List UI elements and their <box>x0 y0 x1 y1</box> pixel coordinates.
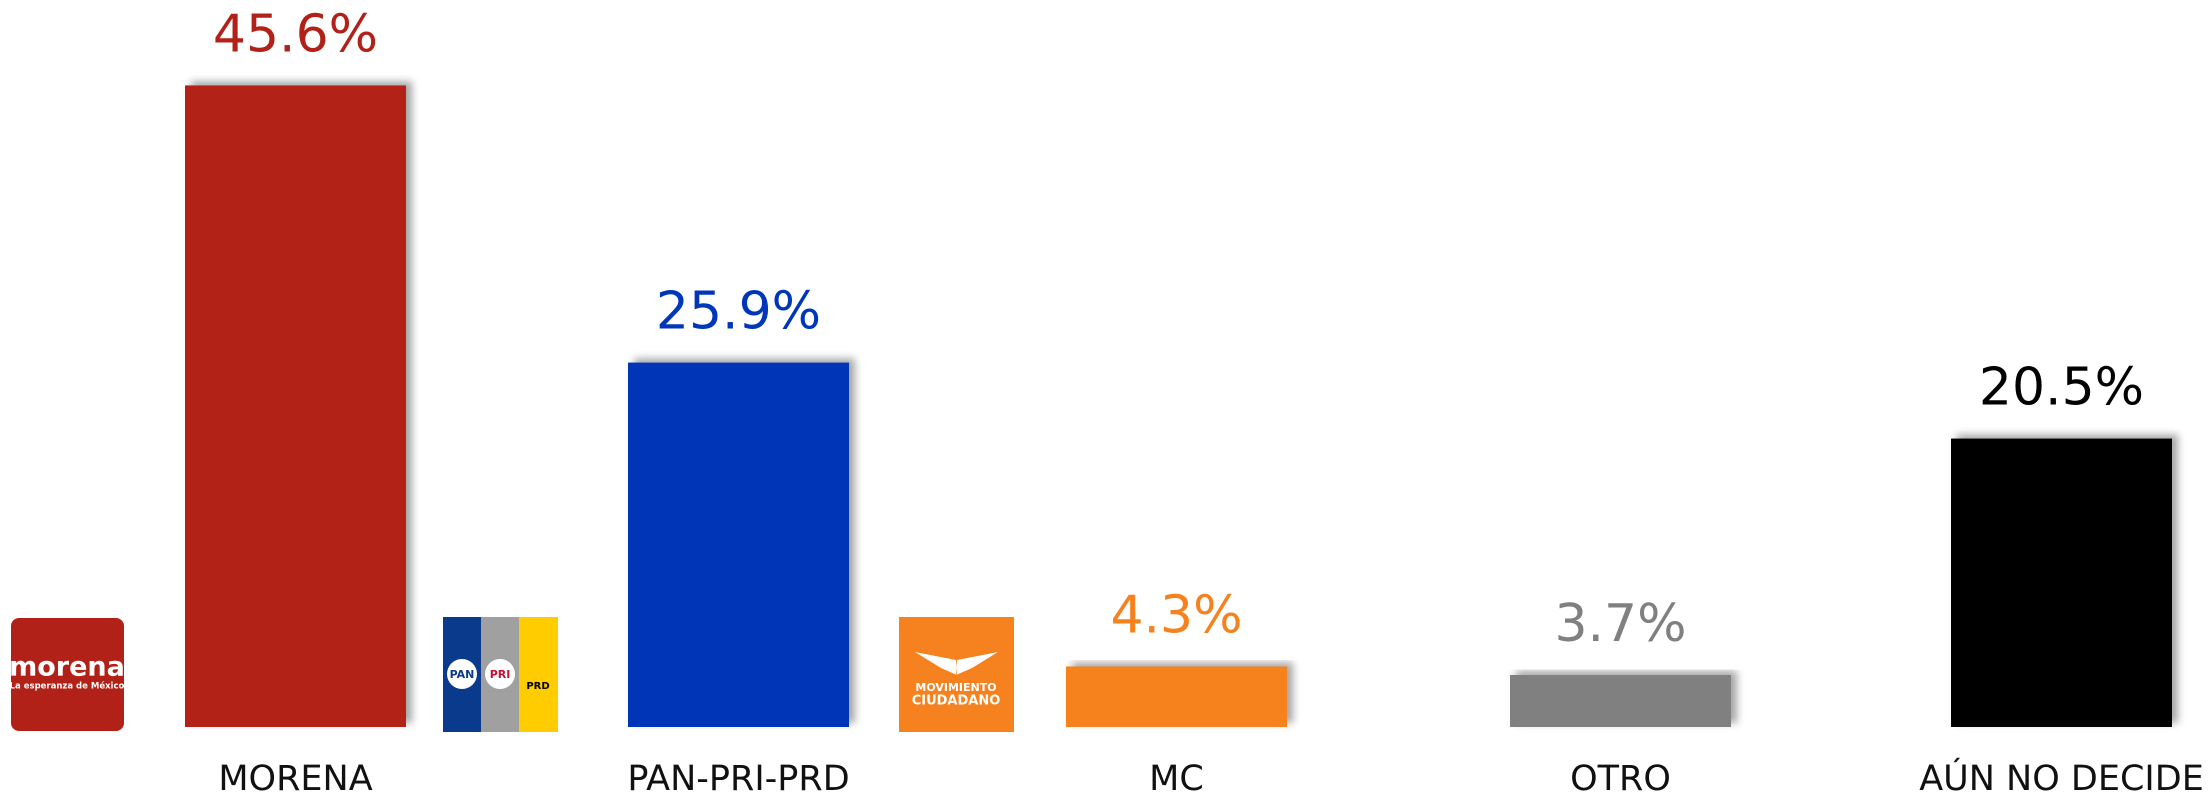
x-tick-label: MC <box>1149 759 1204 796</box>
logo-text: MOVIMIENTO <box>915 681 996 694</box>
logo-bg <box>899 617 1014 732</box>
value-label: 25.9% <box>656 282 821 342</box>
coalition-logo: PAN PRI PRD <box>443 617 558 732</box>
bar <box>185 85 406 727</box>
bar <box>1066 666 1287 727</box>
value-label: 20.5% <box>1979 358 2144 418</box>
morena-logo: morena La esperanza de México <box>9 618 125 731</box>
x-tick-label: PAN-PRI-PRD <box>627 759 849 796</box>
x-tick-label: OTRO <box>1570 759 1671 796</box>
logo-text: PRD <box>526 681 549 692</box>
logo-text: La esperanza de México <box>10 681 125 692</box>
logo-text: PAN <box>450 668 475 681</box>
bar <box>1510 674 1731 727</box>
x-tick-label: AÚN NO DECIDE <box>1919 757 2204 796</box>
value-label: 4.3% <box>1110 585 1242 645</box>
value-label: 3.7% <box>1554 594 1686 654</box>
mc-logo: MOVIMIENTO CIUDADANO <box>899 617 1014 732</box>
logo-bird <box>915 652 998 675</box>
logo-bg <box>519 617 558 732</box>
bar <box>628 362 849 727</box>
bar <box>1951 438 2172 727</box>
logo-circle <box>485 659 515 689</box>
logo-text: CIUDADANO <box>912 694 1001 709</box>
logo-text: PRI <box>490 668 511 681</box>
x-tick-label: MORENA <box>218 759 372 796</box>
logo-circle <box>447 659 477 689</box>
logo-bg <box>11 618 124 731</box>
logo-text: morena <box>9 652 125 683</box>
value-label: 45.6% <box>213 4 378 64</box>
